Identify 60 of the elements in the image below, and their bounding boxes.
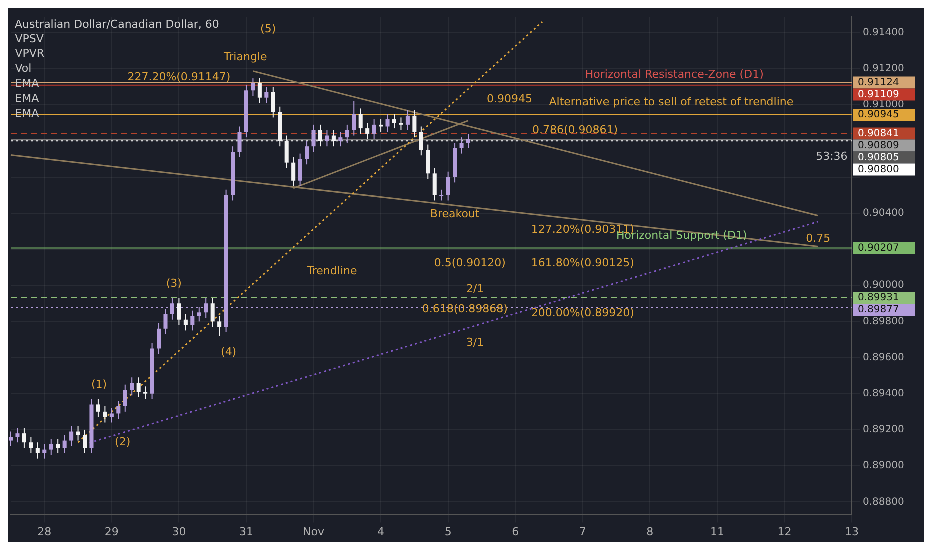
annotation: (3) bbox=[166, 277, 182, 290]
x-tick-label: 29 bbox=[104, 525, 119, 538]
ref-line-label: 0.90805 bbox=[858, 152, 900, 164]
annotation: (4) bbox=[221, 345, 237, 358]
y-tick-label: 0.89600 bbox=[863, 352, 904, 364]
annotation: Alternative price to sell of retest of trendline bbox=[549, 95, 794, 108]
x-tick-label: 8 bbox=[646, 525, 654, 538]
annotation: (1) bbox=[92, 378, 108, 392]
ref-line-label: 0.91109 bbox=[858, 89, 900, 100]
annotation: 2/1 bbox=[466, 282, 484, 296]
x-tick-label: Nov bbox=[303, 525, 325, 538]
chart-title: Australian Dollar/Canadian Dollar, 60 bbox=[15, 18, 220, 31]
annotation: Horizontal Resistance-Zone (D1) bbox=[585, 68, 764, 82]
ref-line-label: 0.90841 bbox=[858, 128, 900, 140]
annotation: 0.75 bbox=[806, 232, 831, 245]
annotation: VPSV bbox=[15, 32, 44, 46]
annotation: VPVR bbox=[15, 47, 45, 60]
annotation: 53:36 bbox=[816, 150, 848, 164]
annotation: 0.618(0.89868) bbox=[422, 302, 508, 316]
ref-line-label: 0.90945 bbox=[858, 110, 900, 121]
y-tick-label: 0.91400 bbox=[863, 27, 904, 38]
annotation: (5) bbox=[260, 22, 276, 36]
x-tick-label: 4 bbox=[378, 525, 385, 538]
annotation: Vol bbox=[15, 62, 32, 76]
annotation: 0.90945 bbox=[486, 92, 532, 106]
x-tick-label: 11 bbox=[710, 525, 724, 538]
y-tick-label: 0.91000 bbox=[863, 100, 904, 111]
annotation: 3/1 bbox=[466, 336, 484, 349]
annotation: Breakout bbox=[430, 207, 480, 220]
annotation: 200.00%(0.89920) bbox=[531, 306, 634, 320]
x-tick-label: 13 bbox=[845, 525, 859, 538]
y-tick-label: 0.90000 bbox=[863, 280, 904, 292]
y-tick-label: 0.88800 bbox=[863, 496, 904, 508]
ref-line-label: 0.91124 bbox=[858, 77, 900, 88]
annotation: EMA bbox=[15, 92, 40, 105]
y-tick-label: 0.90400 bbox=[863, 208, 904, 219]
y-tick-label: 0.89200 bbox=[863, 424, 904, 436]
x-tick-label: 30 bbox=[172, 525, 186, 538]
annotation: 0.5(0.90120) bbox=[434, 256, 506, 270]
y-tick-label: 0.91200 bbox=[863, 64, 904, 75]
y-tick-label: 0.89000 bbox=[863, 460, 904, 472]
x-tick-label: 7 bbox=[579, 525, 586, 538]
x-tick-label: 12 bbox=[778, 525, 792, 538]
ref-line-label: 0.90809 bbox=[858, 140, 900, 152]
ref-line-label: 0.90800 bbox=[858, 164, 900, 176]
y-tick-label: 0.89400 bbox=[863, 388, 904, 400]
x-tick-label: 6 bbox=[512, 525, 520, 538]
ref-line-label: 0.89931 bbox=[858, 292, 900, 304]
annotation: 161.80%(0.90125) bbox=[531, 256, 634, 270]
annotation: 227.20%(0.91147) bbox=[128, 70, 231, 84]
x-tick-label: 5 bbox=[444, 525, 452, 538]
ref-line-label: 0.90207 bbox=[858, 242, 900, 254]
annotation: Trendline bbox=[306, 264, 358, 278]
annotation: Triangle bbox=[223, 50, 268, 64]
x-tick-label: 31 bbox=[239, 525, 254, 538]
annotation: (2) bbox=[115, 435, 131, 448]
x-tick-label: 28 bbox=[38, 525, 52, 538]
ref-line-label: 0.89877 bbox=[858, 304, 900, 316]
annotation: 0.786(0.90861) bbox=[532, 123, 618, 136]
y-tick-label: 0.89800 bbox=[863, 316, 904, 328]
